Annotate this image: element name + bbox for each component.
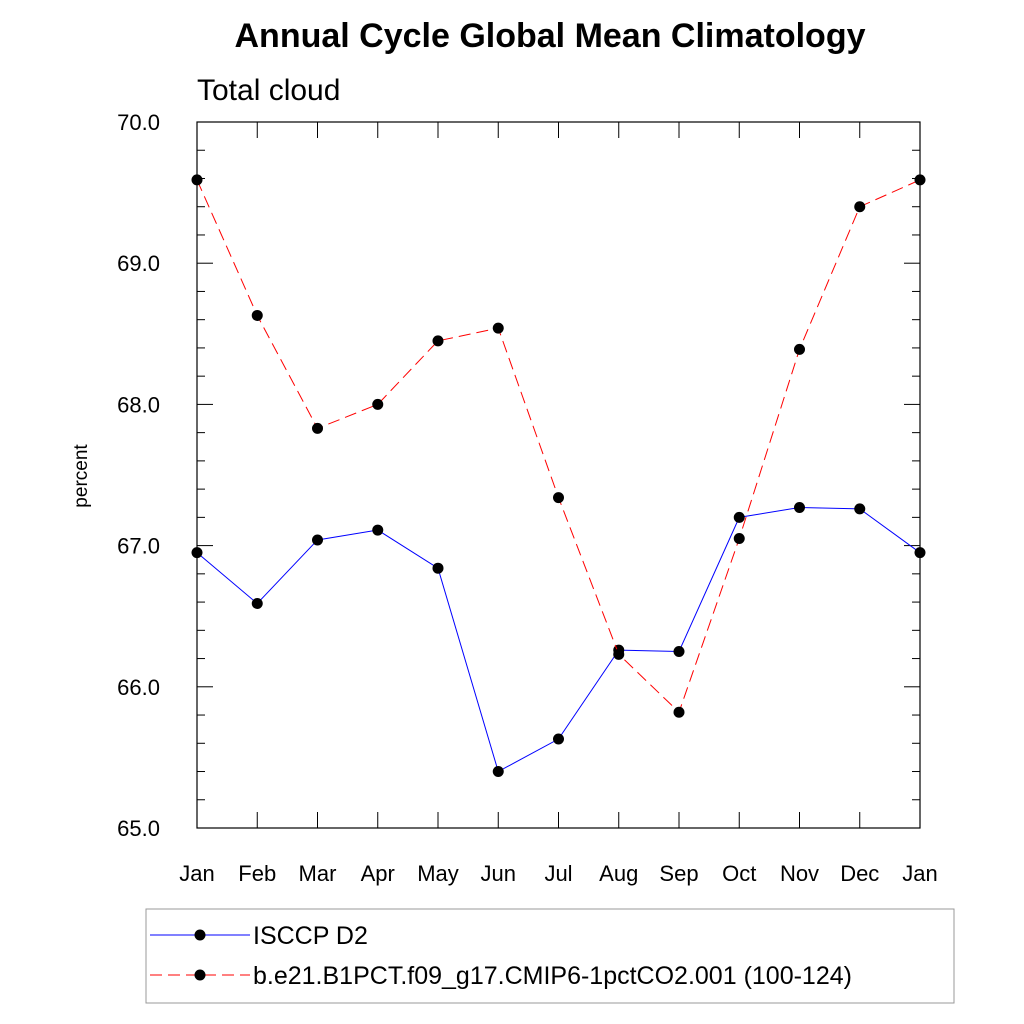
legend: ISCCP D2 b.e21.B1PCT.f09_g17.CMIP6-1pctCO…	[145, 908, 955, 1004]
data-point	[794, 343, 805, 355]
x-tick-label: May	[417, 861, 459, 886]
data-point	[733, 533, 745, 545]
legend-label: b.e21.B1PCT.f09_g17.CMIP6-1pctCO2.001 (1…	[253, 962, 852, 990]
y-tick-label: 69.0	[117, 251, 160, 276]
data-point	[432, 335, 444, 347]
x-tick-label: Jan	[902, 861, 937, 886]
data-point	[492, 766, 504, 778]
y-axis-ticks: 65.0 66.0 67.0 68.0 69.0 70.0	[117, 110, 920, 841]
chart-subtitle: Total cloud	[197, 74, 340, 107]
data-point	[553, 733, 564, 745]
data-point	[733, 511, 745, 523]
data-point	[372, 524, 384, 536]
x-tick-label: Jun	[481, 861, 516, 886]
x-tick-label: Sep	[659, 861, 698, 886]
data-point	[613, 648, 625, 660]
data-point	[854, 503, 866, 515]
chart-title: Annual Cycle Global Mean Climatology	[235, 17, 866, 55]
data-point	[492, 322, 504, 334]
data-point	[673, 646, 685, 657]
data-point	[914, 547, 926, 559]
x-tick-label: Aug	[599, 861, 638, 886]
y-tick-label: 67.0	[117, 534, 160, 559]
x-tick-label: Jan	[179, 861, 214, 886]
data-point	[191, 547, 203, 559]
data-point	[372, 398, 384, 410]
data-point	[794, 501, 805, 513]
data-point	[673, 706, 685, 718]
legend-box	[145, 908, 955, 1004]
plot-frame	[196, 121, 921, 829]
legend-marker	[194, 969, 206, 981]
series-layer	[191, 174, 926, 778]
y-axis-label: percent	[71, 444, 92, 508]
y-tick-label: 65.0	[117, 816, 160, 841]
series-2	[191, 174, 926, 718]
series-line	[196, 179, 921, 714]
plot-border	[196, 121, 921, 829]
legend-marker	[194, 929, 206, 941]
legend-entries: ISCCP D2 b.e21.B1PCT.f09_g17.CMIP6-1pctCO…	[150, 922, 852, 990]
y-tick-label: 68.0	[117, 392, 160, 417]
y-tick-label: 70.0	[117, 110, 160, 135]
data-point	[854, 201, 866, 213]
x-tick-label: Dec	[840, 861, 879, 886]
data-point	[432, 562, 444, 574]
x-axis-ticks: Jan Feb Mar Apr May Jun Jul Aug Sep Oct Nov Dec Jan	[179, 122, 938, 886]
x-tick-label: Feb	[238, 861, 276, 886]
x-tick-label: Apr	[361, 861, 395, 886]
series-line	[196, 506, 921, 773]
data-point	[914, 174, 926, 186]
data-point	[251, 309, 263, 321]
legend-label: ISCCP D2	[253, 922, 368, 950]
x-tick-label: Oct	[722, 861, 756, 886]
data-point	[251, 597, 263, 609]
data-point	[312, 534, 323, 546]
y-tick-label: 66.0	[117, 675, 160, 700]
x-tick-label: Mar	[299, 861, 337, 886]
series-1	[191, 501, 926, 778]
x-tick-label: Jul	[544, 861, 572, 886]
x-tick-label: Nov	[780, 861, 819, 886]
data-point	[312, 422, 323, 434]
data-point	[191, 174, 203, 186]
data-point	[553, 492, 564, 504]
